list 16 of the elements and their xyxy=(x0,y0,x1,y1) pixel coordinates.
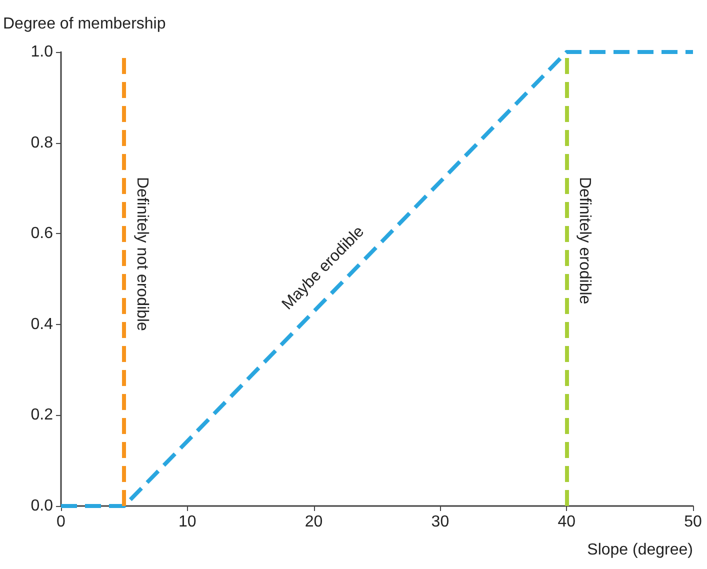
y-tick-label: 0.6 xyxy=(30,225,54,242)
x-tick-label: 40 xyxy=(558,514,576,530)
y-tick-label: 1.0 xyxy=(30,44,54,60)
x-tick-label: 30 xyxy=(431,514,450,530)
y-tick-label: 0.8 xyxy=(30,134,54,152)
x-axis-title: Slope (degree) xyxy=(587,542,693,558)
x-tick-label: 50 xyxy=(684,514,702,530)
y-tick-label: 0.0 xyxy=(30,498,54,514)
y-tick-label: 0.2 xyxy=(30,406,54,424)
ref-line-label: Definitely not erodible xyxy=(134,177,151,331)
y-axis-title: Degree of membership xyxy=(3,16,166,32)
x-tick-label: 0 xyxy=(56,514,66,530)
y-tick-label: 0.4 xyxy=(30,316,54,333)
ref-line-label: Definitely erodible xyxy=(576,177,594,304)
x-tick-label: 20 xyxy=(304,514,323,530)
x-tick-label: 10 xyxy=(178,514,196,530)
